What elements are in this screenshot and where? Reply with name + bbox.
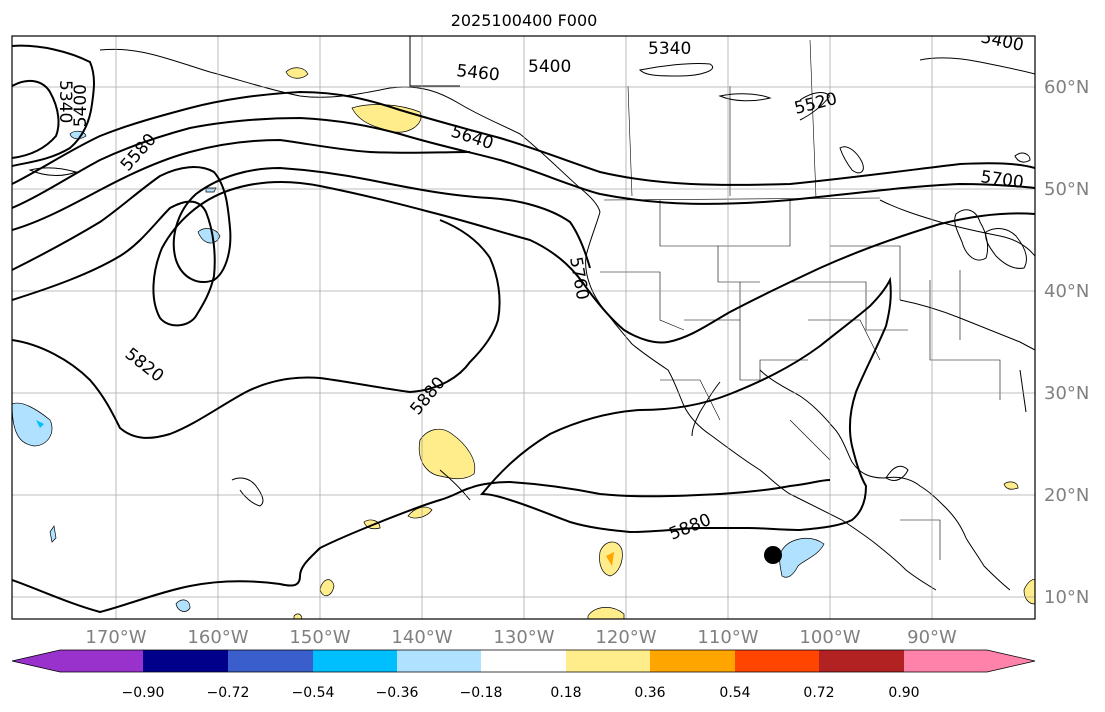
political-borders [600, 39, 1001, 560]
lon-tick-label: 130°W [493, 627, 554, 648]
colorbar-outline [11, 649, 1036, 673]
colorbar-cell [481, 650, 566, 672]
latitude-labels: 60°N 50°N 40°N 30°N 20°N 10°N [1044, 77, 1089, 608]
contour-line [12, 90, 1035, 186]
colorbar-tick-label: 0.90 [888, 685, 919, 701]
colorbar-tick-label: 0.54 [719, 685, 750, 701]
colorbar-tick-label: −0.36 [376, 685, 419, 701]
lon-tick-label: 150°W [289, 627, 350, 648]
lon-tick-label: 160°W [187, 627, 248, 648]
plot-area: 5340 5340 5400 5400 5400 5460 5520 5580 … [12, 36, 1035, 619]
lon-tick-label: 170°W [85, 627, 146, 648]
colorbar-cell [397, 650, 481, 672]
positive-anomaly-area [587, 607, 625, 619]
lat-tick-label: 40°N [1044, 281, 1089, 302]
colorbar-tick-label: −0.18 [460, 685, 503, 701]
strong-negative-anomaly-area [36, 420, 44, 428]
contour-label: 5340 [55, 80, 75, 123]
colorbar-cell [819, 650, 904, 672]
colorbar-extend-min [12, 650, 60, 672]
colorbar-cell [650, 650, 735, 672]
lat-tick-label: 20°N [1044, 485, 1089, 506]
contour-label: 5400 [528, 57, 571, 77]
colorbar-cell [60, 650, 143, 672]
lat-tick-label: 30°N [1044, 383, 1089, 404]
colorbar-tick-label: −0.54 [292, 685, 335, 701]
colorbar-tick-label: −0.90 [122, 685, 165, 701]
positive-anomaly-area [407, 506, 433, 519]
negative-anomaly-area [12, 402, 53, 447]
contour-label: 5340 [648, 39, 691, 59]
plot-frame [11, 35, 1036, 620]
positive-anomaly-area [293, 613, 303, 619]
lon-tick-label: 90°W [907, 627, 957, 648]
positive-anomaly-area [1003, 481, 1019, 490]
lon-tick-label: 120°W [595, 627, 656, 648]
colorbar-cell [313, 650, 397, 672]
height-contours [12, 44, 1035, 614]
location-marker [764, 546, 782, 564]
positive-anomaly-area [285, 67, 309, 79]
contour-line [12, 479, 831, 614]
negative-anomaly-area [175, 599, 191, 612]
colorbar-tick-label: 0.36 [634, 685, 665, 701]
strong-positive-anomaly-area [606, 552, 614, 566]
positive-anomaly-area [319, 579, 335, 597]
contour-line [12, 180, 1035, 344]
colorbar-cell [566, 650, 650, 672]
map-title: 2025100400 F000 [451, 11, 598, 30]
contour-line [12, 116, 1035, 209]
lon-tick-label: 100°W [799, 627, 860, 648]
colorbar-tick-label: −0.72 [207, 685, 250, 701]
contour-line [12, 166, 591, 283]
colorbar-cell [904, 650, 987, 672]
negative-anomaly-area [49, 525, 57, 543]
lat-tick-label: 60°N [1044, 77, 1089, 98]
graticule [12, 36, 1035, 619]
negative-anomaly-area [779, 537, 825, 578]
contour-line [12, 79, 60, 159]
colorbar: −0.90 −0.72 −0.54 −0.36 −0.18 0.18 0.36 … [11, 649, 1036, 701]
lon-tick-label: 110°W [697, 627, 758, 648]
contour-label: 5460 [455, 61, 500, 85]
contour-label: 5400 [71, 84, 91, 127]
lat-tick-label: 10°N [1044, 587, 1089, 608]
lon-tick-label: 140°W [391, 627, 452, 648]
longitude-labels: 170°W 160°W 150°W 140°W 130°W 120°W 110°… [85, 627, 957, 648]
contour-line [479, 276, 892, 534]
contour-labels: 5340 5340 5400 5400 5400 5460 5520 5580 … [55, 36, 1025, 545]
colorbar-cell [735, 650, 819, 672]
colorbar-extend-max [987, 650, 1035, 672]
colorbar-cell [228, 650, 313, 672]
contour-line [12, 44, 95, 167]
contour-line [12, 138, 471, 231]
anomaly-fills [12, 67, 1035, 619]
colorbar-cell [143, 650, 228, 672]
colorbar-tick-label: 0.72 [803, 685, 834, 701]
colorbar-tick-label: 0.18 [550, 685, 581, 701]
negative-anomaly-area [197, 228, 221, 244]
lat-tick-label: 50°N [1044, 179, 1089, 200]
contour-line [12, 219, 501, 439]
positive-anomaly-area [418, 428, 476, 480]
